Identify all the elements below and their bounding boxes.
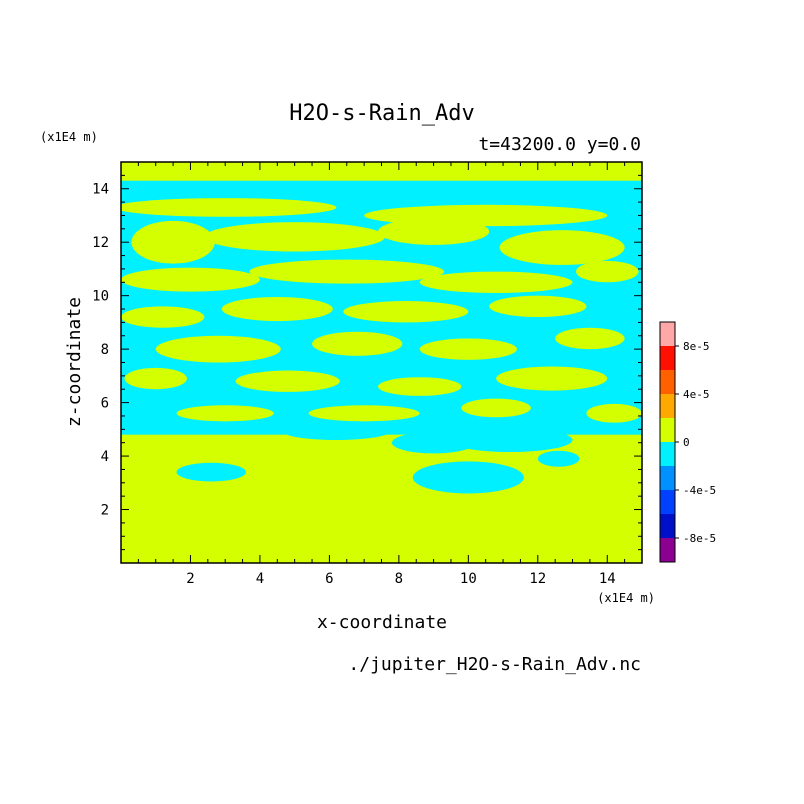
positive-streak — [176, 405, 274, 422]
positive-streak — [121, 267, 260, 292]
positive-streak — [131, 220, 215, 264]
x-axis-label: x-coordinate — [317, 612, 447, 633]
positive-streak — [576, 260, 639, 283]
x-axis: 2 4 6 8 10 12 14 — [137, 162, 626, 587]
y-tick-label: 10 — [92, 289, 109, 305]
positive-streak — [235, 370, 340, 392]
negative-patch — [176, 462, 247, 482]
positive-streak — [308, 405, 420, 422]
colorbar: -8e-5 -4e-5 0 4e-5 8e-5 — [659, 321, 716, 563]
positive-regions — [121, 198, 642, 423]
y-axis-label: z-coordinate — [64, 297, 85, 427]
positive-streak — [461, 398, 531, 418]
colorbar-tick-label: 0 — [683, 436, 690, 449]
negative-patch — [447, 427, 573, 453]
positive-streak — [586, 403, 642, 423]
positive-streak — [489, 295, 587, 318]
y-tick-label: 14 — [92, 182, 109, 198]
positive-streak — [124, 367, 187, 390]
colorbar-swatch — [660, 394, 675, 418]
y-axis: 2 4 6 8 10 12 14 — [92, 174, 642, 551]
positive-streak — [121, 198, 337, 217]
x-tick-label: 2 — [186, 571, 194, 587]
colorbar-swatch — [660, 370, 675, 394]
x-tick-label: 6 — [325, 571, 333, 587]
y-tick-label: 8 — [101, 342, 109, 358]
colorbar-swatch — [660, 490, 675, 514]
x-tick-label: 12 — [529, 571, 546, 587]
positive-streak — [204, 222, 385, 252]
x-tick-label: 14 — [599, 571, 616, 587]
colorbar-swatch — [660, 418, 675, 442]
source-file-label: ./jupiter_H2O-s-Rain_Adv.nc — [348, 654, 641, 675]
positive-streak — [378, 377, 462, 396]
y-unit-label: (x1E4 m) — [40, 130, 98, 144]
colorbar-swatch — [660, 538, 675, 562]
positive-streak — [121, 306, 205, 328]
x-tick-label: 10 — [460, 571, 477, 587]
x-tick-label: 8 — [395, 571, 403, 587]
positive-streak — [496, 366, 608, 391]
colorbar-swatch — [660, 442, 675, 466]
colorbar-tick-label: -8e-5 — [683, 532, 716, 545]
y-tick-label: 12 — [92, 235, 109, 251]
negative-patch — [284, 423, 389, 441]
field-contours — [121, 162, 642, 563]
positive-streak — [343, 301, 469, 323]
positive-streak — [499, 230, 625, 265]
positive-streak — [419, 271, 573, 293]
positive-streak — [419, 338, 517, 360]
negative-patch — [412, 461, 524, 494]
positive-streak — [249, 259, 445, 284]
y-tick-label: 6 — [101, 396, 109, 412]
y-tick-label: 4 — [101, 449, 109, 465]
positive-streak — [221, 297, 333, 322]
positive-streak — [155, 335, 281, 363]
chart-title: H2O-s-Rain_Adv — [289, 101, 474, 126]
negative-patch — [537, 450, 580, 467]
y-tick-label: 2 — [101, 503, 109, 519]
colorbar-swatch — [660, 346, 675, 370]
colorbar-tick-label: 4e-5 — [683, 388, 710, 401]
colorbar-tick-label: -4e-5 — [683, 484, 716, 497]
positive-streak — [312, 331, 403, 356]
positive-streak — [555, 327, 625, 350]
chart-subtitle: t=43200.0 y=0.0 — [478, 134, 641, 155]
colorbar-tick-label: 8e-5 — [683, 340, 710, 353]
colorbar-swatch — [660, 514, 675, 538]
colorbar-swatch — [660, 466, 675, 490]
positive-streak — [378, 218, 490, 245]
x-tick-label: 4 — [256, 571, 264, 587]
colorbar-swatch — [660, 322, 675, 346]
x-unit-label: (x1E4 m) — [597, 591, 655, 605]
